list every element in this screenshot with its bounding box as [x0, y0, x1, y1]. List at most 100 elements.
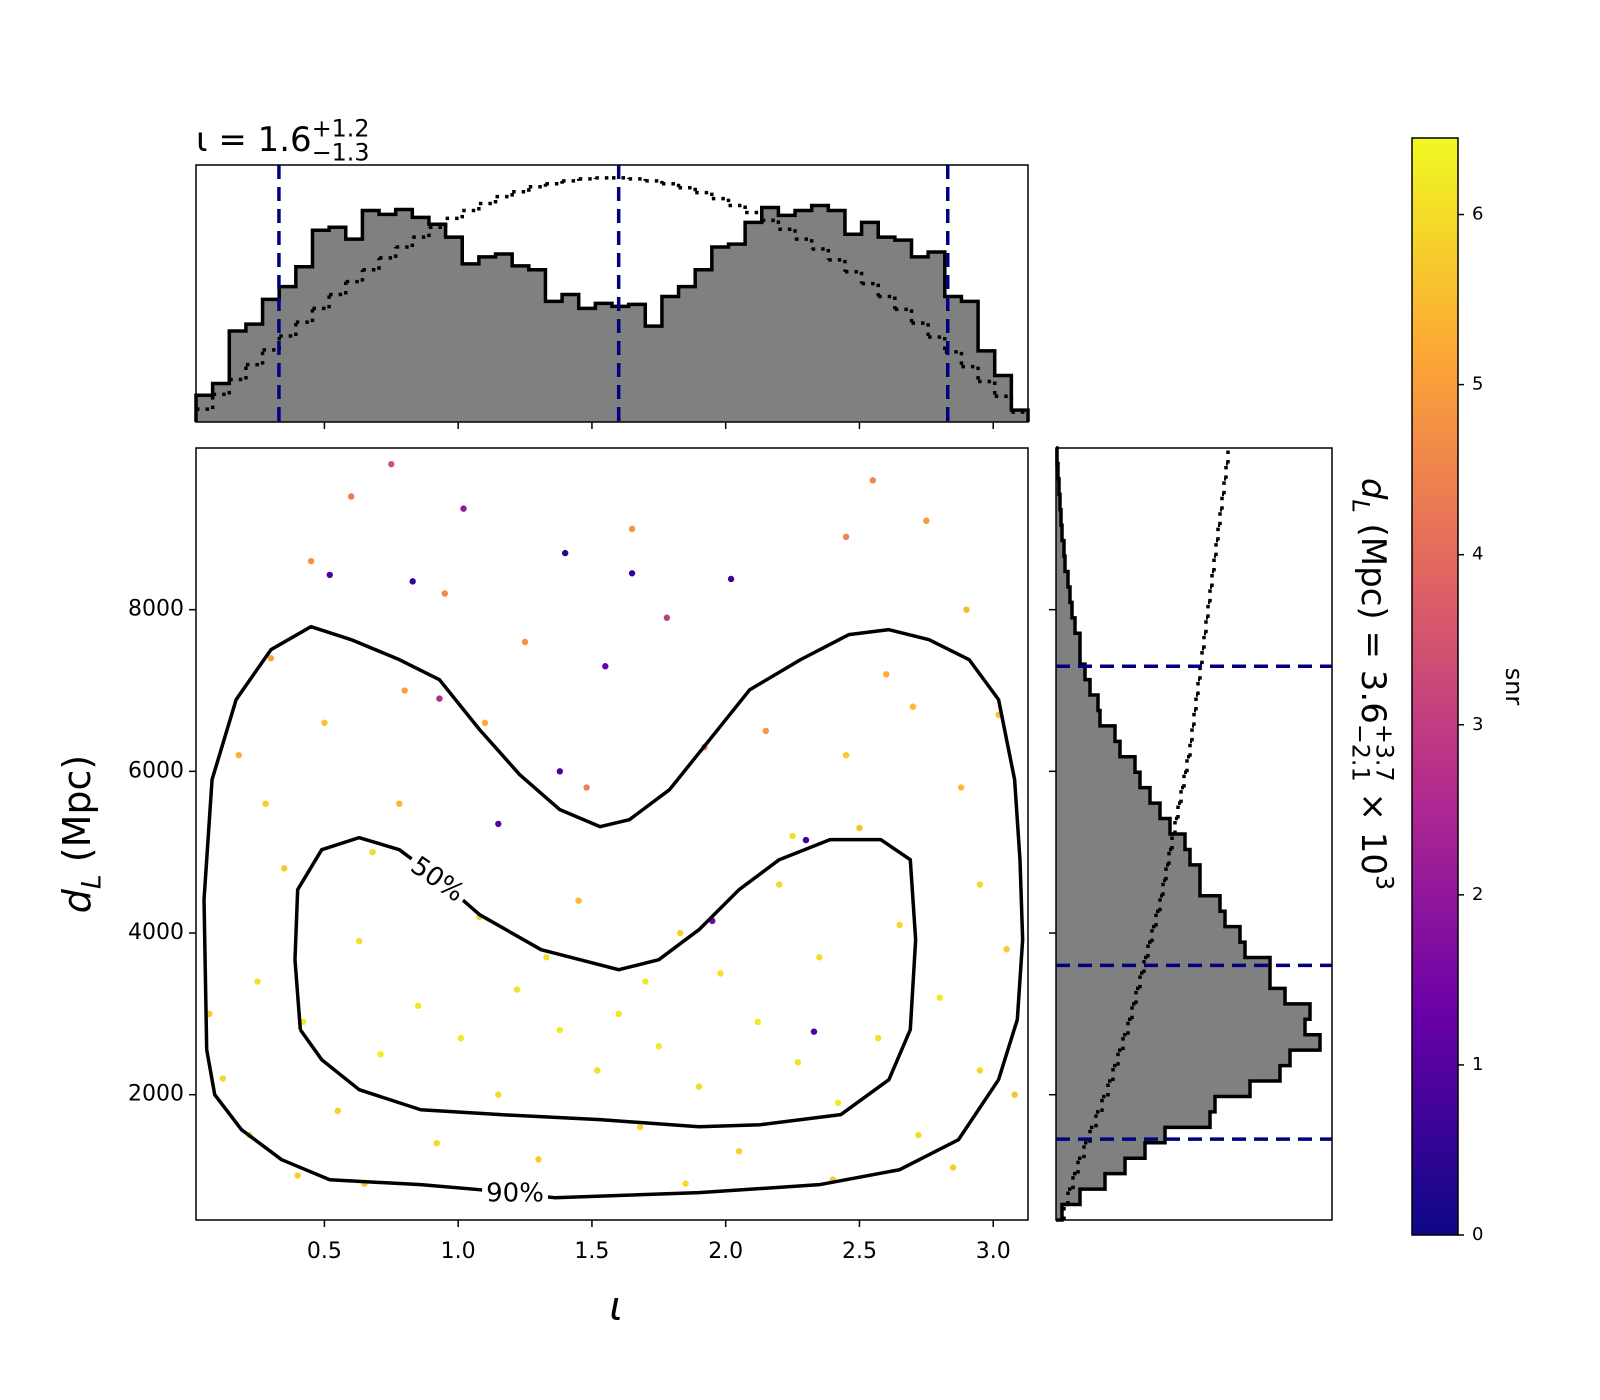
- scatter-point: [235, 751, 243, 759]
- histogram-bar: [711, 246, 729, 423]
- panel-frame: [1055, 447, 1333, 1221]
- label-part: (Mpc) = 3.6: [1353, 513, 1393, 724]
- scatter-point: [602, 663, 609, 670]
- histogram-bar: [1055, 602, 1073, 619]
- scatter-point: [409, 578, 416, 585]
- scatter-point: [663, 614, 671, 621]
- histogram-bar: [229, 330, 247, 423]
- histogram-bar: [428, 224, 446, 423]
- histogram-bar: [744, 222, 763, 423]
- histogram-bar: [894, 239, 912, 423]
- colorbar-tick-label: 3: [1472, 714, 1483, 735]
- scatter-point: [923, 517, 930, 524]
- scatter-point: [896, 921, 903, 929]
- scatter-point: [521, 638, 529, 646]
- histogram-bar: [1055, 1173, 1106, 1190]
- scatter-point: [834, 1099, 842, 1106]
- histogram-bar: [811, 205, 829, 423]
- scatter-point: [481, 719, 489, 727]
- colorbar-tick-label: 5: [1472, 374, 1483, 395]
- scatter-point: [628, 570, 636, 577]
- scatter-point: [436, 695, 443, 702]
- scatter-point: [642, 978, 649, 985]
- scatter-point: [219, 1075, 226, 1082]
- scatter-point: [561, 549, 569, 557]
- scatter-point: [355, 937, 363, 945]
- histogram-bar: [694, 269, 713, 423]
- histogram-bar: [578, 308, 596, 423]
- histogram-bar: [245, 323, 263, 423]
- scatter-point: [294, 1172, 301, 1179]
- histogram-bar: [961, 301, 979, 423]
- label-part: d: [55, 888, 99, 913]
- label-part: L: [1346, 499, 1374, 512]
- scatter-point: [727, 575, 735, 583]
- scatter-point: [556, 768, 564, 775]
- scatter-point: [816, 954, 823, 961]
- histogram-bar: [877, 236, 896, 423]
- contour-label: 90%: [482, 1179, 548, 1209]
- histogram-bar: [511, 265, 530, 423]
- scatter-point: [307, 557, 315, 565]
- scatter-point: [281, 865, 288, 872]
- histogram-bar: [1055, 633, 1081, 649]
- histogram-bar: [278, 286, 297, 423]
- histogram-bar: [977, 350, 995, 423]
- histogram-bar: [794, 210, 812, 423]
- histogram-bar: [1055, 1111, 1211, 1128]
- histogram-bar: [1055, 818, 1171, 835]
- label-part: × 10: [1353, 782, 1393, 875]
- scatter-point: [377, 1051, 384, 1058]
- contour-label-background: [402, 849, 472, 911]
- label-part: +3.7: [1370, 724, 1398, 782]
- x-tick-label: 2.5: [842, 1239, 877, 1264]
- scatter-point: [636, 1123, 644, 1131]
- histogram-bar: [1055, 1096, 1216, 1113]
- histogram-bar: [445, 236, 463, 423]
- histogram-bar: [1055, 1080, 1251, 1097]
- histogram-bar: [861, 222, 879, 423]
- scatter-point: [513, 986, 521, 993]
- histogram-outline: [194, 203, 1030, 422]
- colorbar-tick-label: 6: [1472, 204, 1483, 225]
- histogram-bar: [1055, 972, 1271, 989]
- panel-frame: [195, 447, 1029, 1221]
- histogram-bar: [1055, 941, 1246, 958]
- scatter-point: [655, 1042, 663, 1050]
- side-label: dL (Mpc) = 3.6+3.7−2.1 × 103: [1346, 478, 1398, 890]
- y-tick-label: 6000: [128, 758, 184, 783]
- panel-title: ι = 1.6 +1.2−1.3: [196, 115, 369, 167]
- x-tick-label: 2.0: [708, 1239, 743, 1264]
- histogram-step-connector: [1064, 461, 1228, 1207]
- histogram-bar: [528, 269, 546, 423]
- colorbar: [1411, 137, 1459, 1236]
- x-tick-label: 0.5: [307, 1239, 342, 1264]
- scatter-point: [556, 1026, 564, 1034]
- histogram-bar: [378, 214, 396, 423]
- histogram-bar: [844, 233, 862, 423]
- histogram-bar: [395, 209, 413, 423]
- label-part: −2.1: [1346, 724, 1374, 782]
- scatter-point: [583, 784, 590, 791]
- scatter-point: [915, 1131, 922, 1139]
- colorbar-tick-label: 1: [1472, 1054, 1483, 1075]
- scatter-point: [856, 824, 863, 832]
- scatter-point: [754, 1018, 762, 1026]
- scatter-point: [963, 606, 970, 613]
- histogram-bar: [944, 296, 962, 423]
- scatter-point: [909, 703, 917, 710]
- scatter-point: [388, 460, 395, 468]
- histogram-bar: [312, 229, 330, 423]
- colorbar-tick-label: 2: [1472, 884, 1483, 905]
- scatter-point: [347, 493, 355, 500]
- scatter-point: [1003, 945, 1010, 953]
- colorbar-label: snr: [1500, 668, 1528, 706]
- y-tick-label: 4000: [128, 920, 184, 945]
- label-part: ι = 1.6: [196, 120, 312, 160]
- scatter-point: [441, 590, 448, 597]
- scatter-point: [976, 1067, 984, 1074]
- scatter-point: [628, 525, 636, 533]
- scatter-point: [254, 978, 261, 985]
- histogram-bar: [678, 286, 696, 423]
- histogram-bar: [461, 263, 480, 423]
